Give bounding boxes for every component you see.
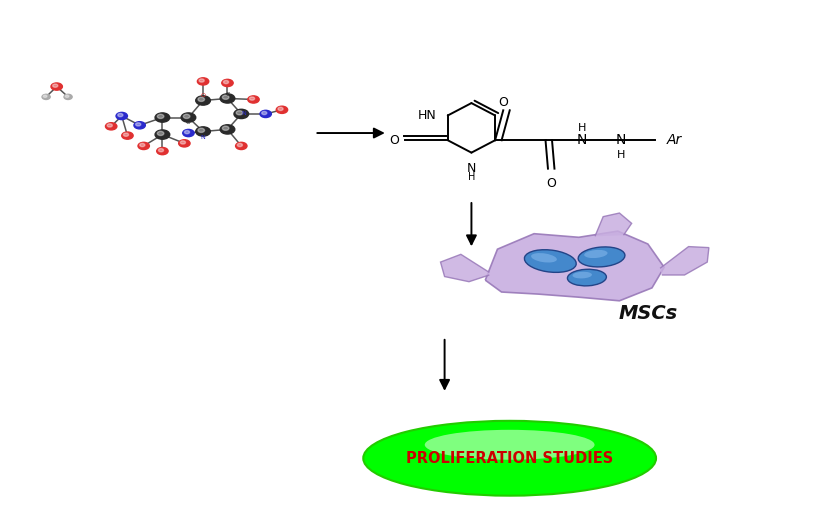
Text: N: N (616, 133, 627, 147)
Ellipse shape (425, 430, 595, 460)
Circle shape (199, 79, 204, 82)
Circle shape (53, 84, 58, 87)
Circle shape (123, 133, 129, 136)
PathPatch shape (486, 231, 664, 301)
Circle shape (107, 124, 113, 127)
PathPatch shape (441, 254, 490, 282)
Circle shape (118, 114, 123, 117)
Ellipse shape (363, 421, 656, 496)
Circle shape (224, 80, 228, 84)
Circle shape (198, 128, 205, 132)
Circle shape (196, 127, 211, 136)
Ellipse shape (573, 272, 592, 278)
Circle shape (155, 113, 170, 122)
Circle shape (42, 94, 50, 100)
Circle shape (234, 110, 249, 118)
Circle shape (262, 112, 267, 115)
Text: Ar: Ar (667, 133, 682, 147)
Circle shape (198, 97, 205, 101)
Circle shape (180, 141, 185, 144)
Text: PROLIFERATION STUDIES: PROLIFERATION STUDIES (406, 450, 614, 466)
Circle shape (248, 96, 259, 103)
Circle shape (157, 131, 164, 135)
Circle shape (122, 132, 133, 139)
Circle shape (181, 113, 196, 122)
Circle shape (220, 125, 235, 134)
Circle shape (51, 83, 62, 90)
Text: H: H (468, 172, 475, 182)
Circle shape (134, 121, 145, 129)
Text: O: O (546, 177, 557, 190)
Circle shape (158, 148, 163, 152)
Circle shape (105, 122, 117, 130)
Circle shape (278, 107, 283, 111)
Circle shape (157, 114, 164, 118)
PathPatch shape (595, 213, 632, 236)
Text: O: O (201, 93, 206, 98)
Circle shape (220, 94, 235, 103)
Circle shape (135, 123, 141, 126)
Ellipse shape (584, 250, 608, 258)
Ellipse shape (531, 253, 557, 263)
Circle shape (140, 143, 145, 147)
Text: O: O (499, 95, 508, 108)
Text: N: N (200, 135, 205, 140)
Circle shape (155, 130, 170, 139)
Circle shape (64, 94, 72, 100)
Text: O: O (389, 134, 399, 147)
Circle shape (222, 95, 229, 99)
Circle shape (197, 78, 209, 85)
Circle shape (116, 113, 127, 119)
Text: N: N (467, 162, 476, 175)
Circle shape (196, 96, 211, 105)
Circle shape (184, 114, 190, 118)
Circle shape (157, 147, 168, 155)
Ellipse shape (567, 269, 606, 286)
Text: MSCs: MSCs (619, 304, 677, 323)
Circle shape (43, 95, 47, 98)
Circle shape (222, 126, 229, 130)
Circle shape (222, 79, 233, 87)
Text: C: C (185, 120, 190, 125)
Circle shape (277, 106, 288, 114)
Text: H: H (617, 149, 625, 159)
Circle shape (260, 111, 272, 117)
PathPatch shape (660, 247, 709, 275)
Text: N: N (242, 112, 246, 116)
Text: C: C (225, 92, 229, 97)
Circle shape (138, 142, 149, 149)
Text: H: H (578, 122, 587, 132)
Ellipse shape (579, 247, 625, 267)
Circle shape (236, 111, 242, 115)
Text: HN: HN (418, 109, 437, 122)
Circle shape (65, 95, 69, 98)
Circle shape (237, 143, 242, 147)
Circle shape (179, 140, 190, 147)
Circle shape (250, 97, 255, 100)
Text: N: N (577, 133, 588, 147)
Ellipse shape (525, 250, 576, 272)
Circle shape (236, 142, 247, 149)
Circle shape (183, 129, 194, 136)
Circle shape (184, 130, 189, 134)
